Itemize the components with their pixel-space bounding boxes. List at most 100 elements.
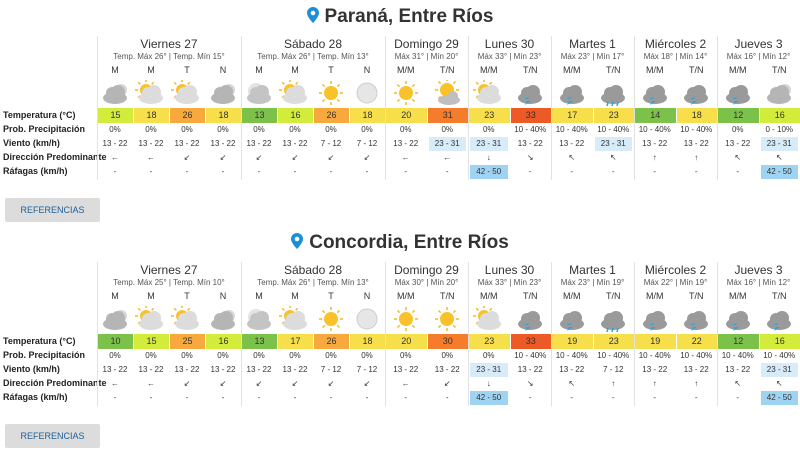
direction-cell: ↑ [611, 379, 616, 388]
day-summary: Temp. Máx 25° | Temp. Mín 10° [113, 278, 225, 287]
wind-cell: 13 - 22 [138, 365, 164, 374]
precipitation-cell: 0% [361, 125, 373, 134]
temperature-cell: 25 [170, 334, 205, 349]
day-separator [551, 262, 552, 406]
direction-cell: ↙ [443, 379, 451, 388]
title-text: Concordia, Entre Ríos [309, 232, 509, 253]
gust-cell: - [694, 167, 698, 176]
weather-icon [135, 306, 163, 330]
direction-cell: ↙ [219, 153, 227, 162]
gust-cell: - [736, 393, 740, 402]
weather-icon [356, 308, 378, 330]
weather-icon [279, 306, 307, 330]
period-label: M [147, 65, 155, 75]
gust-cell: 42 - 50 [470, 391, 508, 405]
period-label: T/N [440, 65, 455, 75]
day-summary: Máx 16° | Mín 12° [726, 52, 791, 61]
precipitation-cell: 0% [325, 351, 337, 360]
precipitation-cell: 0% [145, 351, 157, 360]
direction-cell: ↙ [327, 379, 335, 388]
gust-cell: 42 - 50 [760, 165, 798, 179]
weather-icon [103, 84, 127, 104]
temperature-cell: 33 [510, 334, 551, 349]
temperature-cell: 33 [510, 108, 551, 123]
gust-cell: - [221, 393, 225, 402]
wind-cell: 23 - 31 [470, 137, 508, 151]
direction-cell: ← [111, 153, 119, 162]
period-label: M/M [729, 291, 747, 301]
day-name: Domingo 29 [394, 37, 459, 51]
wind-cell: 23 - 31 [470, 363, 508, 377]
day-summary: Máx 33° | Mín 23° [477, 278, 542, 287]
gust-cell: 42 - 50 [760, 391, 798, 405]
gust-cell: - [611, 393, 615, 402]
gust-cell: - [653, 393, 657, 402]
day-summary: Máx 23° | Mín 17° [560, 52, 625, 61]
gust-cell: - [365, 167, 369, 176]
period-label: T [328, 291, 334, 301]
direction-cell: ↑ [652, 379, 657, 388]
day-separator [97, 262, 98, 406]
temperature-cell: 18 [350, 334, 385, 349]
temperature-cell: 18 [676, 108, 717, 123]
direction-cell: ← [443, 153, 452, 162]
location-title: Paraná, Entre Ríos [0, 6, 800, 28]
weather-icon [319, 307, 343, 331]
weather-icon [279, 80, 307, 104]
direction-cell: ↙ [327, 153, 335, 162]
precipitation-cell: 0% [361, 351, 373, 360]
day-separator [634, 262, 635, 406]
direction-cell: ↓ [486, 379, 491, 388]
period-label: M/M [563, 291, 581, 301]
temperature-cell: 17 [278, 334, 313, 349]
wind-cell: 13 - 22 [517, 139, 543, 148]
direction-cell: ↓ [486, 153, 491, 162]
temperature-cell: 26 [314, 108, 349, 123]
weather-icon [171, 80, 199, 104]
precipitation-cell: 10 - 40% [680, 351, 713, 360]
references-button[interactable]: REFERENCIAS [5, 424, 100, 448]
gust-cell: - [185, 167, 189, 176]
direction-cell: ← [147, 379, 155, 388]
period-label: M [255, 65, 263, 75]
direction-cell: ↖ [609, 153, 617, 162]
precipitation-cell: 0% [145, 125, 157, 134]
precipitation-cell: 0% [109, 125, 121, 134]
temperature-cell: 30 [427, 334, 468, 349]
temperature-cell: 23 [469, 108, 510, 123]
gust-cell: - [257, 167, 261, 176]
row-label: Temperatura (°C) [3, 336, 76, 346]
weather-icon [435, 80, 461, 105]
wind-cell: 13 - 22 [393, 365, 419, 374]
gust-cell: - [113, 393, 117, 402]
wind-cell: 7 - 12 [320, 365, 342, 374]
weather-icon [767, 84, 792, 104]
references-button[interactable]: REFERENCIAS [5, 198, 100, 222]
precipitation-cell: 0% [109, 351, 121, 360]
temperature-cell: 12 [718, 108, 759, 123]
wind-cell: 13 - 22 [282, 365, 308, 374]
gust-cell: - [293, 393, 297, 402]
direction-cell: ↙ [183, 379, 191, 388]
wind-cell: 13 - 22 [434, 365, 460, 374]
direction-cell: ↑ [694, 153, 699, 162]
weather-icon [472, 306, 501, 330]
gust-cell: - [293, 167, 297, 176]
precipitation-cell: 10 - 40% [721, 351, 754, 360]
gust-cell: - [445, 167, 449, 176]
precipitation-cell: 10 - 40% [680, 125, 713, 134]
day-summary: Temp. Máx 26° | Temp. Mín 13° [257, 52, 369, 61]
precipitation-cell: 0% [253, 125, 265, 134]
period-label: N [219, 65, 227, 75]
gust-cell: - [257, 393, 261, 402]
direction-cell: ↙ [219, 379, 227, 388]
row-label: Viento (km/h) [3, 364, 60, 374]
day-separator [241, 36, 242, 180]
precipitation-cell: 10 - 40% [555, 351, 588, 360]
direction-cell: ↑ [694, 379, 699, 388]
temperature-cell: 16 [759, 334, 800, 349]
day-separator [468, 36, 469, 180]
temperature-cell: 10 [98, 334, 133, 349]
period-label: T [328, 65, 334, 75]
gust-cell: - [113, 167, 117, 176]
